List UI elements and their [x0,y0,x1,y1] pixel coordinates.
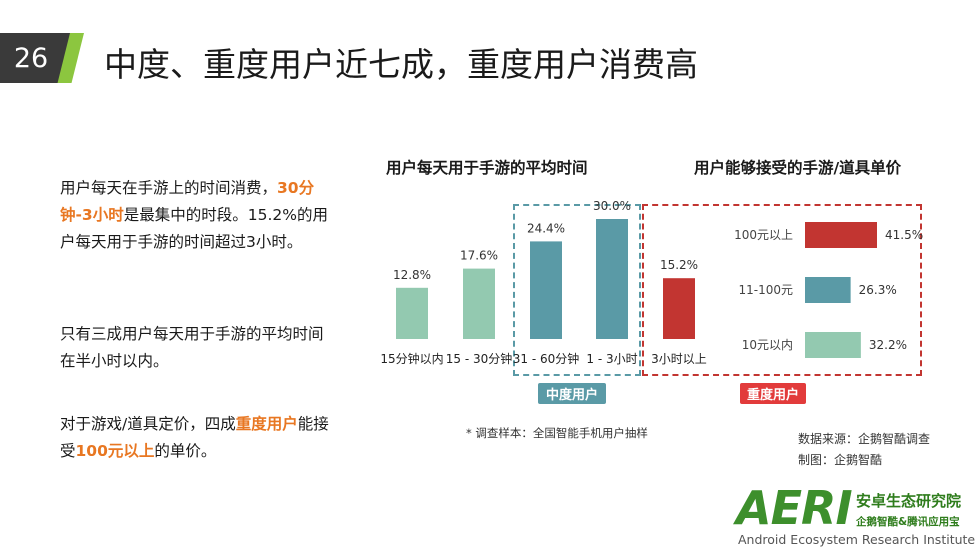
price-category-label-2: 10元以内 [742,338,793,352]
paragraph-time-text-b: 是最集中的时段。15.2%的用户每天用于手游的时间超过3小时。 [60,206,328,251]
price-value-label-0: 41.5% [885,228,923,242]
time-value-label-1: 17.6% [460,249,498,263]
time-chart-title: 用户每天用于手游的平均时间 [386,159,588,177]
time-bar-0 [396,287,428,339]
paragraph-time-highlight: 30分钟-3小时 [60,179,315,224]
paragraph-pricing-highlight-price: 100元以上 [75,442,155,460]
price-value-label-2: 32.2% [869,338,907,352]
chart-credit: 制图：企鹅智酷 [798,453,883,467]
aeri-logo-en: Android Ecosystem Research Institute [738,532,976,547]
aeri-logo-sub: 企鹅智酷&腾讯应用宝 [856,516,960,528]
page-title: 中度、重度用户近七成，重度用户消费高 [104,45,698,84]
page-number: 26 [0,33,62,83]
price-category-label-1: 11-100元 [738,283,793,297]
time-chart: 12.8% 15分钟以内 17.6% 15 - 30分钟 24.4% 31 - 60分钟 3… [380,199,707,366]
price-bar-0 [805,222,877,248]
paragraph-time: 用户每天在手游上的时间消费，30分钟-3小时是最集中的时段。15.2%的用户每天… [60,175,330,256]
paragraph-pricing-text-c: 的单价。 [154,442,217,460]
price-chart-title: 用户能够接受的手游/道具单价 [694,159,902,177]
paragraph-short-play: 只有三成用户每天用于手游的平均时间在半小时以内。 [60,321,330,375]
price-bar-1 [805,277,851,303]
medium-users-tag: 中度用户 [538,383,606,404]
paragraph-time-text-a: 用户每天在手游上的时间消费， [60,179,278,197]
paragraph-short-play-text: 只有三成用户每天用于手游的平均时间在半小时以内。 [60,325,324,370]
time-value-label-3: 30.0% [593,199,631,213]
time-bar-4 [663,278,695,339]
time-category-label-4: 3小时以上 [651,352,707,366]
sample-note: * 调查样本：全国智能手机用户抽样 [466,426,648,440]
time-category-label-3: 1 - 3小时 [586,352,637,366]
data-source: 数据来源：企鹅智酷调查 [798,432,931,446]
paragraph-pricing-text-b: 能接受 [60,415,329,460]
price-chart: 100元以上 41.5% 11-100元 26.3% 10元以内 32.2% [734,222,923,358]
heavy-users-box [642,204,922,376]
time-bar-3 [596,219,628,339]
time-bar-1 [463,268,495,339]
time-value-label-0: 12.8% [393,268,431,282]
price-value-label-1: 26.3% [859,283,897,297]
aeri-logo-mark: AERI [736,481,853,535]
time-value-label-4: 15.2% [660,258,698,272]
paragraph-pricing: 对于游戏/道具定价，四成重度用户能接受100元以上的单价。 [60,411,330,465]
medium-users-box [513,204,641,376]
price-category-label-0: 100元以上 [734,228,793,242]
price-bar-2 [805,332,861,358]
time-value-label-2: 24.4% [527,221,565,235]
paragraph-pricing-text-a: 对于游戏/道具定价，四成 [60,415,236,433]
heavy-users-tag: 重度用户 [740,383,806,404]
time-bar-2 [530,241,562,339]
paragraph-pricing-highlight-heavy: 重度用户 [235,415,298,433]
time-category-label-0: 15分钟以内 [380,351,443,366]
time-category-label-2: 31 - 60分钟 [513,351,580,366]
time-category-label-1: 15 - 30分钟 [446,351,513,366]
aeri-logo-cn: 安卓生态研究院 [856,492,962,510]
